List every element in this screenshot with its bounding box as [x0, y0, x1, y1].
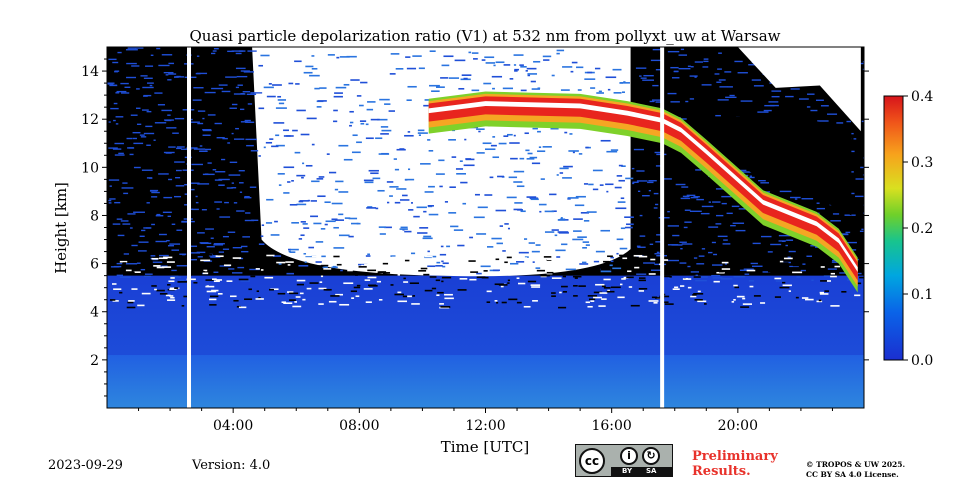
by-icon: i	[620, 447, 638, 465]
preliminary-line-2: Results.	[692, 464, 751, 479]
x-axis-label: Time [UTC]	[441, 438, 530, 456]
by-label: BY	[622, 467, 633, 475]
colorbar-ticks: 0.0 0.1 0.2 0.3 0.4	[903, 89, 933, 369]
data-gap-1	[187, 47, 192, 408]
y-tick-label: 4	[90, 305, 99, 321]
copyright-line-1: © TROPOS & UW 2025.	[806, 460, 906, 469]
y-tick-label: 6	[90, 257, 99, 273]
high-altitude-noise	[737, 47, 861, 132]
y-axis: 2 4 6 8 10 12 14	[81, 58, 869, 397]
attenuated-region	[687, 114, 852, 216]
y-tick-label: 2	[90, 353, 99, 369]
preliminary-line-1: Preliminary	[692, 449, 778, 464]
x-tick-label: 16:00	[591, 418, 631, 434]
x-tick-label: 12:00	[465, 418, 505, 434]
colorbar-tick-label: 0.1	[911, 287, 933, 303]
y-tick-label: 14	[81, 64, 99, 80]
colorbar	[883, 95, 904, 361]
cc-license-badge: cc i ↻ BY SA	[575, 444, 673, 477]
y-tick-label: 10	[81, 160, 99, 176]
colorbar-tick-label: 0.4	[911, 89, 933, 105]
x-axis: 04:00 08:00 12:00 16:00 20:00	[138, 408, 833, 434]
cc-icon: cc	[579, 448, 605, 474]
daytime-noise-region	[252, 47, 631, 277]
sa-icon: ↻	[642, 447, 660, 465]
copyright-note: © TROPOS & UW 2025. CC BY SA 4.0 License…	[806, 460, 905, 480]
cirrus-body	[428, 96, 858, 281]
copyright-line-2: CC BY SA 4.0 License.	[806, 470, 899, 479]
data-gap-2	[660, 47, 665, 408]
date-label: 2023-09-29	[48, 458, 123, 473]
colorbar-tick-label: 0.2	[911, 221, 933, 237]
y-tick-label: 12	[81, 112, 99, 128]
colorbar-tick-label: 0.3	[911, 155, 933, 171]
y-axis-label: Height [km]	[52, 182, 70, 274]
x-tick-label: 08:00	[339, 418, 379, 434]
preliminary-results-note: Preliminary Results.	[692, 449, 778, 479]
x-tick-label: 04:00	[213, 418, 253, 434]
colorbar-tick-label: 0.0	[911, 353, 933, 369]
x-tick-label: 20:00	[718, 418, 758, 434]
boundary-layer	[107, 355, 864, 408]
y-tick-label: 8	[90, 208, 99, 224]
sa-label: SA	[646, 467, 657, 475]
version-label: Version: 4.0	[192, 458, 271, 473]
chart-title: Quasi particle depolarization ratio (V1)…	[189, 27, 780, 45]
heatmap-area	[107, 47, 864, 408]
